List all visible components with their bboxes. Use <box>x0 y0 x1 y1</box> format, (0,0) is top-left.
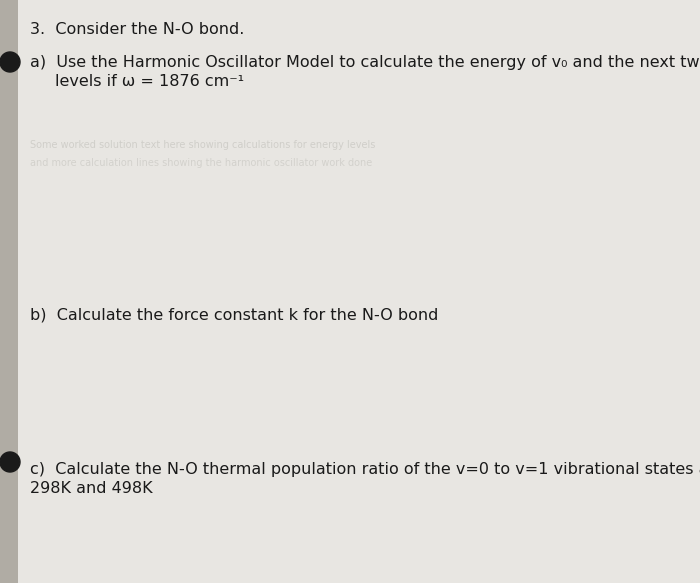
Text: 298K and 498K: 298K and 498K <box>30 481 153 496</box>
Text: 3.  Consider the N-O bond.: 3. Consider the N-O bond. <box>30 22 244 37</box>
Bar <box>0 0 18 583</box>
Text: and more calculation lines showing the harmonic oscillator work done: and more calculation lines showing the h… <box>30 158 372 168</box>
Text: a)  Use the Harmonic Oscillator Model to calculate the energy of v₀ and the next: a) Use the Harmonic Oscillator Model to … <box>30 55 700 70</box>
Text: levels if ω = 1876 cm⁻¹: levels if ω = 1876 cm⁻¹ <box>55 74 244 89</box>
Text: b)  Calculate the force constant k for the N-O bond: b) Calculate the force constant k for th… <box>30 308 438 323</box>
Circle shape <box>0 452 20 472</box>
Text: c)  Calculate the N-O thermal population ratio of the v=0 to v=1 vibrational sta: c) Calculate the N-O thermal population … <box>30 462 700 477</box>
Circle shape <box>0 52 20 72</box>
Text: Some worked solution text here showing calculations for energy levels: Some worked solution text here showing c… <box>30 140 375 150</box>
